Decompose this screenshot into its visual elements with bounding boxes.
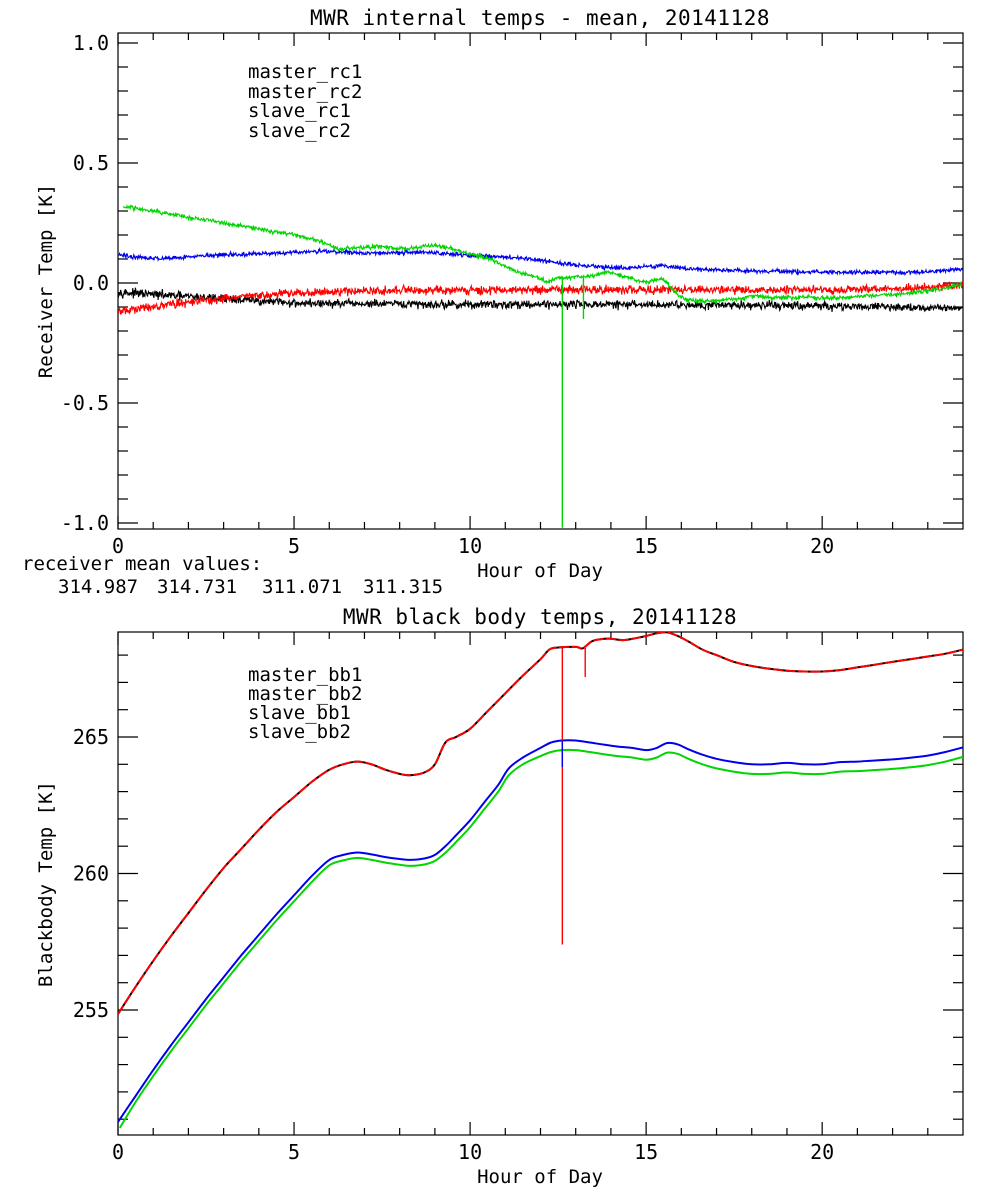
x-tick-label: 0 xyxy=(112,534,124,558)
receiver-mean-values: receiver mean values: 314.987 314.731 31… xyxy=(22,553,443,598)
y-tick-label: -1.0 xyxy=(61,511,109,535)
x-tick-label: 20 xyxy=(810,1140,834,1164)
legend-entry-master-bb1: master_bb1 xyxy=(248,664,362,686)
legend-entry-slave-bb1: slave_bb1 xyxy=(248,702,351,724)
bottom-chart-legend: master_bb1 master_bb2 slave_bb1 slave_bb… xyxy=(248,664,362,743)
legend-entry-slave-rc2: slave_rc2 xyxy=(248,120,351,142)
top-chart-xlabel: Hour of Day xyxy=(477,560,603,582)
mean-value-master-rc1: 314.987 xyxy=(58,576,138,598)
series-curve-slave_bb1 xyxy=(118,739,963,1123)
legend-entry-slave-rc1: slave_rc1 xyxy=(248,100,351,122)
x-tick-label: 5 xyxy=(288,534,300,558)
y-tick-label: 265 xyxy=(73,725,109,749)
top-chart-ylabel: Receiver Temp [K] xyxy=(35,184,57,378)
x-tick-label: 5 xyxy=(288,1140,300,1164)
y-tick-label: 255 xyxy=(73,998,109,1022)
y-tick-label: 0.5 xyxy=(73,151,109,175)
top-chart: 0 5 10 15 20 -1.0 -0.5 0.0 0.5 1.0 xyxy=(61,31,964,558)
x-tick-label: 10 xyxy=(458,534,482,558)
legend-entry-slave-bb2: slave_bb2 xyxy=(248,721,351,743)
x-tick-label: 0 xyxy=(112,1140,124,1164)
y-tick-label: 0.0 xyxy=(73,271,109,295)
series-curves xyxy=(118,203,963,528)
plot-frame xyxy=(117,32,964,530)
bottom-chart-title: MWR black body temps, 20141128 xyxy=(343,605,737,629)
series-curve-slave_rc1 xyxy=(118,246,963,277)
bottom-chart-ylabel: Blackbody Temp [K] xyxy=(35,781,57,987)
series-curves xyxy=(118,632,963,1129)
bottom-chart: 0 5 10 15 20 255 260 265 xyxy=(73,631,964,1164)
bottom-chart-xlabel: Hour of Day xyxy=(477,1166,603,1188)
legend-entry-master-rc2: master_rc2 xyxy=(248,81,362,103)
mean-value-slave-rc2: 311.315 xyxy=(363,576,443,598)
mean-value-slave-rc1: 311.071 xyxy=(262,576,342,598)
tick-marks xyxy=(117,33,963,529)
series-curve-slave_rc2 xyxy=(122,203,963,305)
x-tick-label: 15 xyxy=(634,1140,658,1164)
legend-entry-master-rc1: master_rc1 xyxy=(248,61,362,83)
series-curve-slave_bb2 xyxy=(118,748,963,1129)
legend-entry-master-bb2: master_bb2 xyxy=(248,683,362,705)
y-tick-label: -0.5 xyxy=(61,391,109,415)
x-tick-label: 15 xyxy=(634,534,658,558)
series-curve-master_rc2 xyxy=(118,281,963,315)
mean-value-master-rc2: 314.731 xyxy=(157,576,237,598)
top-chart-legend: master_rc1 master_rc2 slave_rc1 slave_rc… xyxy=(248,61,362,142)
tick-marks xyxy=(117,632,963,1135)
y-tick-label: 260 xyxy=(73,862,109,886)
x-tick-label: 10 xyxy=(458,1140,482,1164)
series-curve-master_rc1 xyxy=(118,287,963,313)
series-curve-master_bb2 xyxy=(118,632,963,1015)
x-tick-label: 20 xyxy=(810,534,834,558)
mean-values-label: receiver mean values: xyxy=(22,553,262,575)
y-tick-label: 1.0 xyxy=(73,31,109,55)
top-chart-title: MWR internal temps - mean, 20141128 xyxy=(310,6,770,30)
plot-frame xyxy=(117,631,964,1136)
